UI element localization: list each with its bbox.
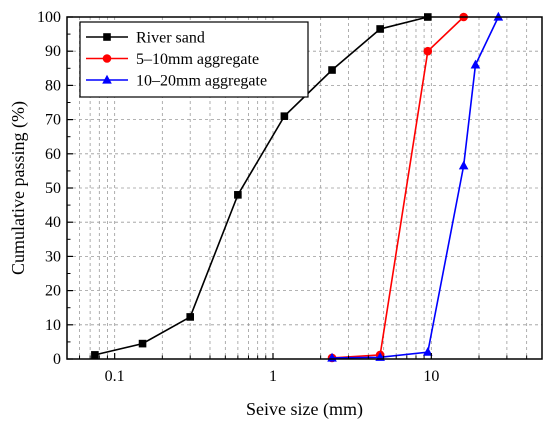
- legend-marker: [102, 74, 112, 84]
- data-point: [493, 11, 504, 21]
- legend-marker: [103, 33, 111, 41]
- x-tick-label: 0.1: [105, 368, 125, 385]
- y-tick-label: 40: [45, 214, 61, 231]
- data-point: [234, 191, 242, 199]
- x-tick-label: 10: [423, 368, 439, 385]
- data-point: [328, 66, 336, 74]
- series-3: [327, 11, 504, 362]
- y-tick-label: 90: [45, 43, 61, 60]
- y-axis-title: Cumulative passing (%): [8, 101, 29, 275]
- series-line: [94, 16, 428, 356]
- series-line: [332, 16, 500, 359]
- y-tick-label: 50: [45, 180, 61, 197]
- y-tick-label: 70: [45, 112, 61, 129]
- legend-label: River sand: [136, 30, 205, 47]
- data-point: [280, 112, 289, 120]
- y-tick-label: 100: [37, 9, 61, 26]
- data-point: [470, 59, 481, 69]
- legend-item: 10–20mm aggregate: [86, 73, 267, 90]
- y-tick-label: 30: [45, 248, 61, 265]
- data-point: [458, 160, 469, 170]
- x-tick-label: 1: [269, 368, 277, 385]
- data-point: [138, 339, 147, 348]
- y-tick-label: 10: [45, 317, 61, 334]
- y-tick-label: 0: [53, 351, 61, 368]
- legend-item: River sand: [86, 30, 205, 47]
- data-point: [423, 346, 433, 356]
- legend-item: 5–10mm aggregate: [86, 51, 259, 68]
- legend: River sand 5–10mm aggregate 10–20mm aggreg…: [79, 21, 309, 98]
- legend-label: 5–10mm aggregate: [136, 51, 259, 68]
- series-line: [331, 16, 465, 359]
- y-tick-label: 80: [45, 77, 61, 94]
- data-point: [186, 313, 195, 321]
- legend-marker: [102, 54, 112, 63]
- y-tick-label: 60: [45, 146, 61, 163]
- tick-layer: 0 10 20 30 40 50 60 70 80 90 100 0.1 1 10: [37, 9, 528, 385]
- data-point: [91, 351, 99, 359]
- x-axis-title: Seive size (mm): [246, 399, 363, 420]
- y-tick-label: 20: [45, 283, 61, 300]
- data-point: [423, 46, 433, 56]
- legend-box: [79, 21, 309, 98]
- data-point: [376, 25, 384, 33]
- legend-label: 10–20mm aggregate: [136, 73, 267, 90]
